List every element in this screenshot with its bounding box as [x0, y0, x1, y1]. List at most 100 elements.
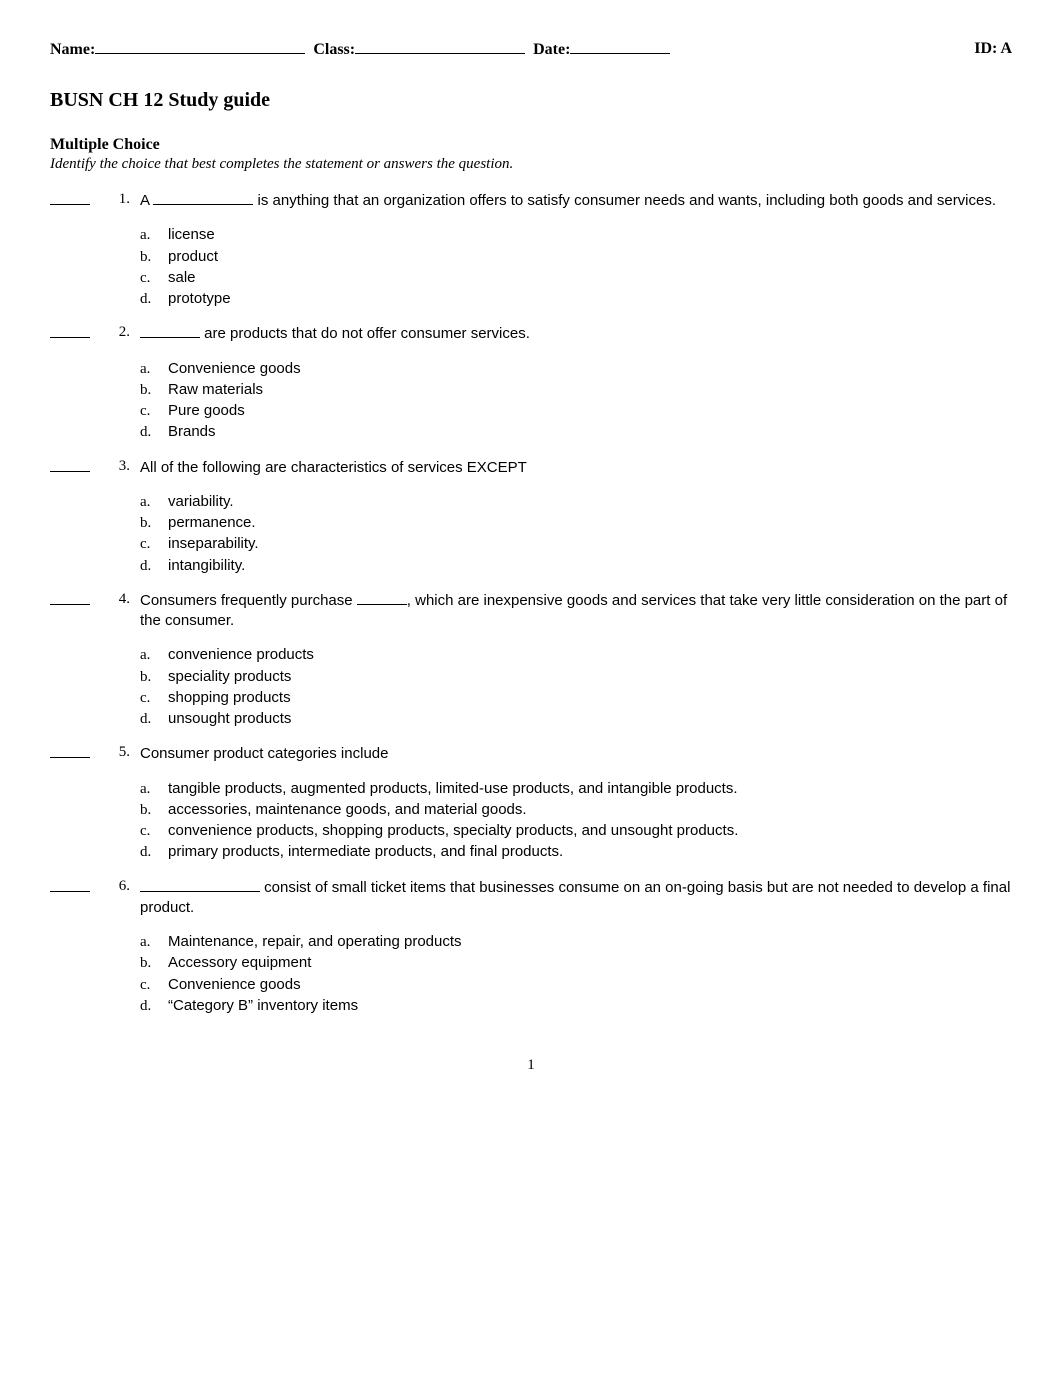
choice-letter: a.: [140, 645, 168, 665]
choice-letter: c.: [140, 688, 168, 708]
choice-row: a.variability.: [140, 492, 1012, 512]
answer-blank[interactable]: [50, 744, 90, 758]
fill-in-blank[interactable]: [153, 193, 253, 205]
question-text: are products that do not offer consumer …: [140, 324, 1012, 344]
fill-in-blank[interactable]: [357, 593, 407, 605]
question-text-post: is anything that an organization offers …: [253, 192, 996, 209]
name-blank[interactable]: [95, 40, 305, 54]
page-number: 1: [50, 1057, 1012, 1074]
page-title: BUSN CH 12 Study guide: [50, 89, 1012, 112]
choice-letter: b.: [140, 513, 168, 533]
id-label: ID: A: [974, 40, 1012, 57]
choice-letter: b.: [140, 247, 168, 267]
choice-text: shopping products: [168, 688, 1012, 708]
choice-row: b.Accessory equipment: [140, 953, 1012, 973]
choice-letter: a.: [140, 932, 168, 952]
choice-letter: a.: [140, 492, 168, 512]
choice-text: license: [168, 225, 1012, 245]
choice-text: Accessory equipment: [168, 953, 1012, 973]
question-text: All of the following are characteristics…: [140, 458, 1012, 478]
question-text-pre: Consumers frequently purchase: [140, 592, 357, 609]
choice-text: sale: [168, 268, 1012, 288]
choice-row: b.product: [140, 247, 1012, 267]
choice-text: inseparability.: [168, 534, 1012, 554]
class-label: Class:: [313, 41, 355, 59]
choice-row: c.inseparability.: [140, 534, 1012, 554]
question-number: 2.: [106, 324, 130, 443]
choice-row: c.shopping products: [140, 688, 1012, 708]
choice-row: b.accessories, maintenance goods, and ma…: [140, 800, 1012, 820]
choice-row: a.Convenience goods: [140, 359, 1012, 379]
choice-text: unsought products: [168, 709, 1012, 729]
question-text: Consumers frequently purchase , which ar…: [140, 591, 1012, 632]
choice-row: a.Maintenance, repair, and operating pro…: [140, 932, 1012, 952]
choice-letter: a.: [140, 359, 168, 379]
answer-blank[interactable]: [50, 591, 90, 605]
question: 1.A is anything that an organization off…: [50, 191, 1012, 310]
class-blank[interactable]: [355, 40, 525, 54]
question-number: 3.: [106, 458, 130, 577]
choice-text: Brands: [168, 422, 1012, 442]
choice-row: c.Pure goods: [140, 401, 1012, 421]
choice-text: Convenience goods: [168, 359, 1012, 379]
choice-text: Pure goods: [168, 401, 1012, 421]
choice-letter: a.: [140, 225, 168, 245]
choice-letter: c.: [140, 268, 168, 288]
fill-in-blank[interactable]: [140, 326, 200, 338]
choice-letter: c.: [140, 401, 168, 421]
choice-letter: c.: [140, 975, 168, 995]
date-blank[interactable]: [570, 40, 670, 54]
choice-text: convenience products, shopping products,…: [168, 821, 1012, 841]
choice-letter: a.: [140, 779, 168, 799]
choice-letter: d.: [140, 289, 168, 309]
choice-row: b.speciality products: [140, 667, 1012, 687]
question-text-pre: A: [140, 192, 153, 209]
name-label: Name:: [50, 41, 95, 59]
choice-text: “Category B” inventory items: [168, 996, 1012, 1016]
choice-row: d.primary products, intermediate product…: [140, 842, 1012, 862]
answer-blank[interactable]: [50, 324, 90, 338]
choice-row: d.“Category B” inventory items: [140, 996, 1012, 1016]
question: 4.Consumers frequently purchase , which …: [50, 591, 1012, 731]
question-body: Consumer product categories include a.tan…: [140, 744, 1012, 863]
choice-text: prototype: [168, 289, 1012, 309]
answer-blank[interactable]: [50, 191, 90, 205]
question-number: 6.: [106, 878, 130, 1018]
choice-row: c.sale: [140, 268, 1012, 288]
header-date-field: Date:: [533, 40, 670, 59]
choice-row: a.convenience products: [140, 645, 1012, 665]
choice-letter: d.: [140, 996, 168, 1016]
header-name-field: Name:: [50, 40, 305, 59]
question-body: are products that do not offer consumer …: [140, 324, 1012, 443]
question-text: Consumer product categories include: [140, 744, 1012, 764]
header-class-field: Class:: [313, 40, 525, 59]
choice-letter: c.: [140, 534, 168, 554]
choice-text: Raw materials: [168, 380, 1012, 400]
answer-blank[interactable]: [50, 458, 90, 472]
choice-text: Maintenance, repair, and operating produ…: [168, 932, 1012, 952]
question-text-post: are products that do not offer consumer …: [200, 325, 530, 342]
choice-text: convenience products: [168, 645, 1012, 665]
choices: a.tangible products, augmented products,…: [140, 779, 1012, 863]
choice-letter: b.: [140, 953, 168, 973]
choices: a.variability.b.permanence.c.inseparabil…: [140, 492, 1012, 576]
choice-text: intangibility.: [168, 556, 1012, 576]
choice-letter: b.: [140, 800, 168, 820]
question: 5.Consumer product categories includea.t…: [50, 744, 1012, 863]
questions-container: 1.A is anything that an organization off…: [50, 191, 1012, 1017]
choices: a.licenseb.productc.saled.prototype: [140, 225, 1012, 309]
choice-row: d.prototype: [140, 289, 1012, 309]
choices: a.Convenience goodsb.Raw materialsc.Pure…: [140, 359, 1012, 443]
question-body: All of the following are characteristics…: [140, 458, 1012, 577]
choice-text: tangible products, augmented products, l…: [168, 779, 1012, 799]
choice-letter: d.: [140, 422, 168, 442]
section-instruction: Identify the choice that best completes …: [50, 156, 1012, 173]
answer-blank[interactable]: [50, 878, 90, 892]
fill-in-blank[interactable]: [140, 880, 260, 892]
header-id: ID: A: [974, 40, 1012, 59]
choice-text: speciality products: [168, 667, 1012, 687]
choice-row: d.intangibility.: [140, 556, 1012, 576]
section-heading: Multiple Choice: [50, 136, 1012, 154]
choice-row: d.unsought products: [140, 709, 1012, 729]
choice-row: c.convenience products, shopping product…: [140, 821, 1012, 841]
